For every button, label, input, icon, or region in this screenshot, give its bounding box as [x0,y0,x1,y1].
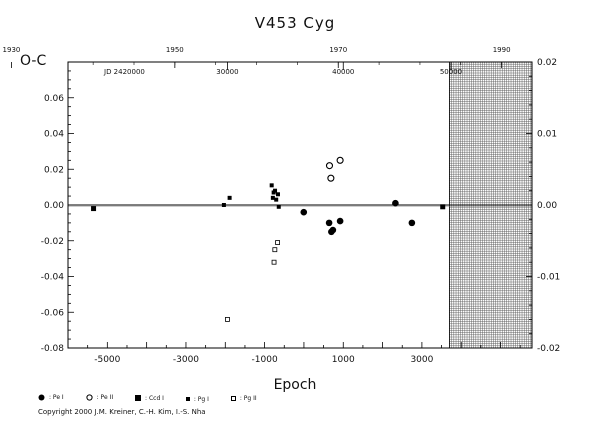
legend-item-pg1: : Pg I [185,395,209,403]
filled-square-icon [135,395,142,401]
legend-item-ccd1: : Ccd I [135,395,164,402]
point-pg1 [221,203,226,207]
point-pg1 [275,192,280,197]
top-year-label: 1950 [166,46,184,54]
point-pe2 [327,174,335,182]
legend: : Pe I : Pe II : Ccd I : Pg I : Pg II [38,394,277,403]
y-tick-label: -0.04 [41,273,65,283]
x-tick-label: -5000 [94,355,120,365]
x-tick-label: -1000 [252,355,278,365]
point-pg1 [227,195,232,200]
point-pe1 [336,217,344,225]
jd-tick-label: 40000 [332,68,354,76]
jd-label: JD 2420000 [104,68,145,76]
point-pg2 [275,240,280,245]
point-pg1 [273,188,278,193]
point-pe1 [408,219,416,227]
y-tick-label: 0.06 [44,94,64,104]
small-filled-square-icon [185,397,190,401]
right-y-tick-label: 0.00 [537,201,557,211]
top-year-label: 1970 [329,46,347,54]
point-pg2 [272,247,278,253]
right-y-tick-label: 0.02 [537,58,557,68]
x-tick-label: 1000 [332,355,355,365]
open-circle-icon [86,394,93,401]
legend-item-pe1: : Pe I [38,394,64,401]
point-pg2 [271,259,277,265]
point-pe1 [392,199,399,207]
point-pe1 [325,219,333,227]
jd-tick-label: 30000 [216,68,238,76]
point-pg1 [269,183,274,188]
point-pe2 [325,162,334,170]
y-tick-label: 0.00 [44,201,64,211]
y-tick-label: 0.04 [44,130,64,140]
point-pg1 [276,204,281,209]
x-tick-label: 3000 [410,355,433,365]
y-axis-label: O-C [20,53,47,69]
top-year-label: 1930 [3,46,21,54]
legend-label: : Pe I [49,394,64,401]
jd-tick-label: 50000 [440,68,462,76]
legend-item-pe2: : Pe II [86,394,113,401]
point-ccd1 [91,206,97,212]
open-square-icon [230,396,236,401]
point-pe1 [300,208,308,216]
point-pg1 [274,197,279,202]
copyright-text: Copyright 2000 J.M. Kreiner, C.-H. Kim, … [38,408,206,416]
legend-item-pg2: : Pg II [230,395,257,402]
legend-label: : Pg II [239,395,257,402]
y-tick-label: -0.02 [41,237,64,247]
right-y-tick-label: -0.01 [537,273,560,283]
legend-label: : Pe II [96,394,114,401]
right-y-tick-label: 0.01 [537,130,557,140]
x-tick-label: -3000 [173,355,199,365]
point-ccd1 [440,204,446,210]
point-pg1 [270,195,275,200]
legend-label: : Ccd I [145,394,164,402]
chart-title: V453 Cyg [254,14,336,32]
filled-circle-icon [38,394,45,401]
y-tick-label: -0.08 [41,344,65,354]
y-tick-label: 0.02 [44,165,64,175]
y-tick-label: -0.06 [41,308,65,318]
top-year-label: 1990 [493,46,511,54]
right-y-tick-label: -0.02 [537,344,560,354]
point-pg2 [225,316,230,322]
point-pe2 [336,156,344,164]
legend-label: : Pg I [193,395,209,403]
x-axis-label: Epoch [273,377,317,393]
point-pe1 [329,226,337,234]
